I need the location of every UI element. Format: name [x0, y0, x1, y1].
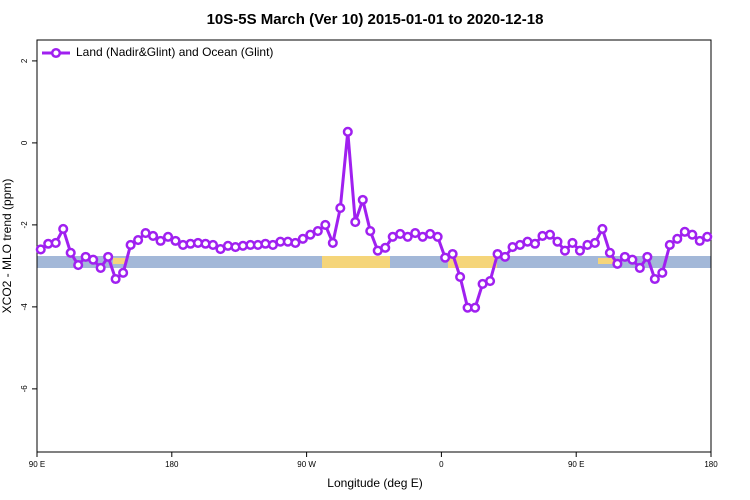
data-point	[88, 254, 99, 265]
data-point	[73, 260, 84, 271]
y-tick-label: 0	[20, 140, 29, 145]
data-point	[110, 273, 121, 285]
land-patch	[322, 256, 390, 268]
data-point	[657, 267, 668, 278]
chart-title: 10S-5S March (Ver 10) 2015-01-01 to 2020…	[207, 11, 544, 28]
data-point	[95, 262, 106, 273]
y-tick-label: -6	[20, 385, 29, 393]
data-point	[687, 229, 698, 240]
data-point	[612, 258, 623, 269]
data-point	[290, 237, 301, 248]
data-point	[664, 239, 675, 251]
data-point	[672, 233, 683, 244]
data-point	[155, 235, 166, 246]
data-point	[649, 273, 660, 285]
data-point	[320, 219, 331, 230]
data-point	[335, 203, 346, 214]
data-point	[327, 237, 338, 248]
data-point	[604, 247, 615, 258]
data-point	[447, 248, 458, 260]
data-point	[125, 239, 136, 251]
data-point	[133, 235, 144, 246]
data-point	[597, 223, 608, 235]
data-point	[342, 126, 353, 137]
data-point	[365, 225, 376, 237]
y-tick-label: 2	[20, 58, 29, 63]
data-point	[642, 251, 653, 262]
legend-marker	[50, 47, 62, 59]
data-point	[702, 231, 713, 242]
x-tick-label: 90 E	[568, 460, 584, 469]
data-point	[50, 237, 61, 248]
data-point	[103, 251, 114, 262]
x-tick-label: 90 W	[297, 460, 316, 469]
data-point	[297, 233, 308, 244]
data-point	[544, 229, 556, 240]
data-point	[559, 245, 571, 256]
data-point	[207, 239, 219, 251]
x-tick-label: 0	[439, 460, 444, 469]
x-tick-label: 90 E	[29, 460, 45, 469]
y-axis-label: XCO2 - MLO trend (ppm)	[0, 179, 14, 314]
data-point	[627, 254, 638, 265]
plot-frame	[36, 39, 712, 453]
data-point	[455, 271, 466, 283]
data-point	[350, 216, 361, 228]
data-point	[118, 267, 129, 278]
data-point	[432, 231, 443, 242]
data-point	[148, 230, 159, 242]
data-point	[470, 302, 481, 313]
data-point	[529, 238, 541, 249]
data-point	[410, 228, 421, 239]
data-point	[357, 194, 368, 205]
legend-item: Land (Nadir&Glint) and Ocean (Glint)	[42, 45, 273, 59]
data-point	[163, 231, 174, 242]
data-point	[35, 244, 46, 255]
land-patch	[113, 258, 127, 264]
x-tick-label: 180	[704, 460, 718, 469]
data-point	[380, 242, 391, 253]
data-point	[634, 262, 645, 273]
data-point	[170, 235, 181, 246]
data-point	[485, 276, 496, 287]
x-tick-label: 180	[165, 460, 179, 469]
data-point	[567, 237, 578, 248]
data-point	[500, 251, 511, 262]
land-ocean-strip	[37, 256, 711, 268]
data-point	[312, 225, 323, 237]
y-tick-label: -2	[20, 221, 29, 229]
land-patch	[598, 258, 614, 264]
data-point	[305, 229, 316, 240]
data-point	[694, 235, 705, 246]
x-axis-label: Longitude (deg E)	[327, 476, 422, 490]
legend-label: Land (Nadir&Glint) and Ocean (Glint)	[76, 45, 273, 59]
y-tick-label: -4	[20, 303, 29, 311]
data-point	[58, 223, 69, 235]
data-point	[440, 252, 451, 263]
data-point	[402, 231, 413, 242]
data-point	[574, 245, 585, 256]
data-point	[552, 236, 563, 247]
data-point	[65, 247, 76, 258]
data-point	[589, 237, 600, 248]
land-patch	[448, 256, 497, 268]
